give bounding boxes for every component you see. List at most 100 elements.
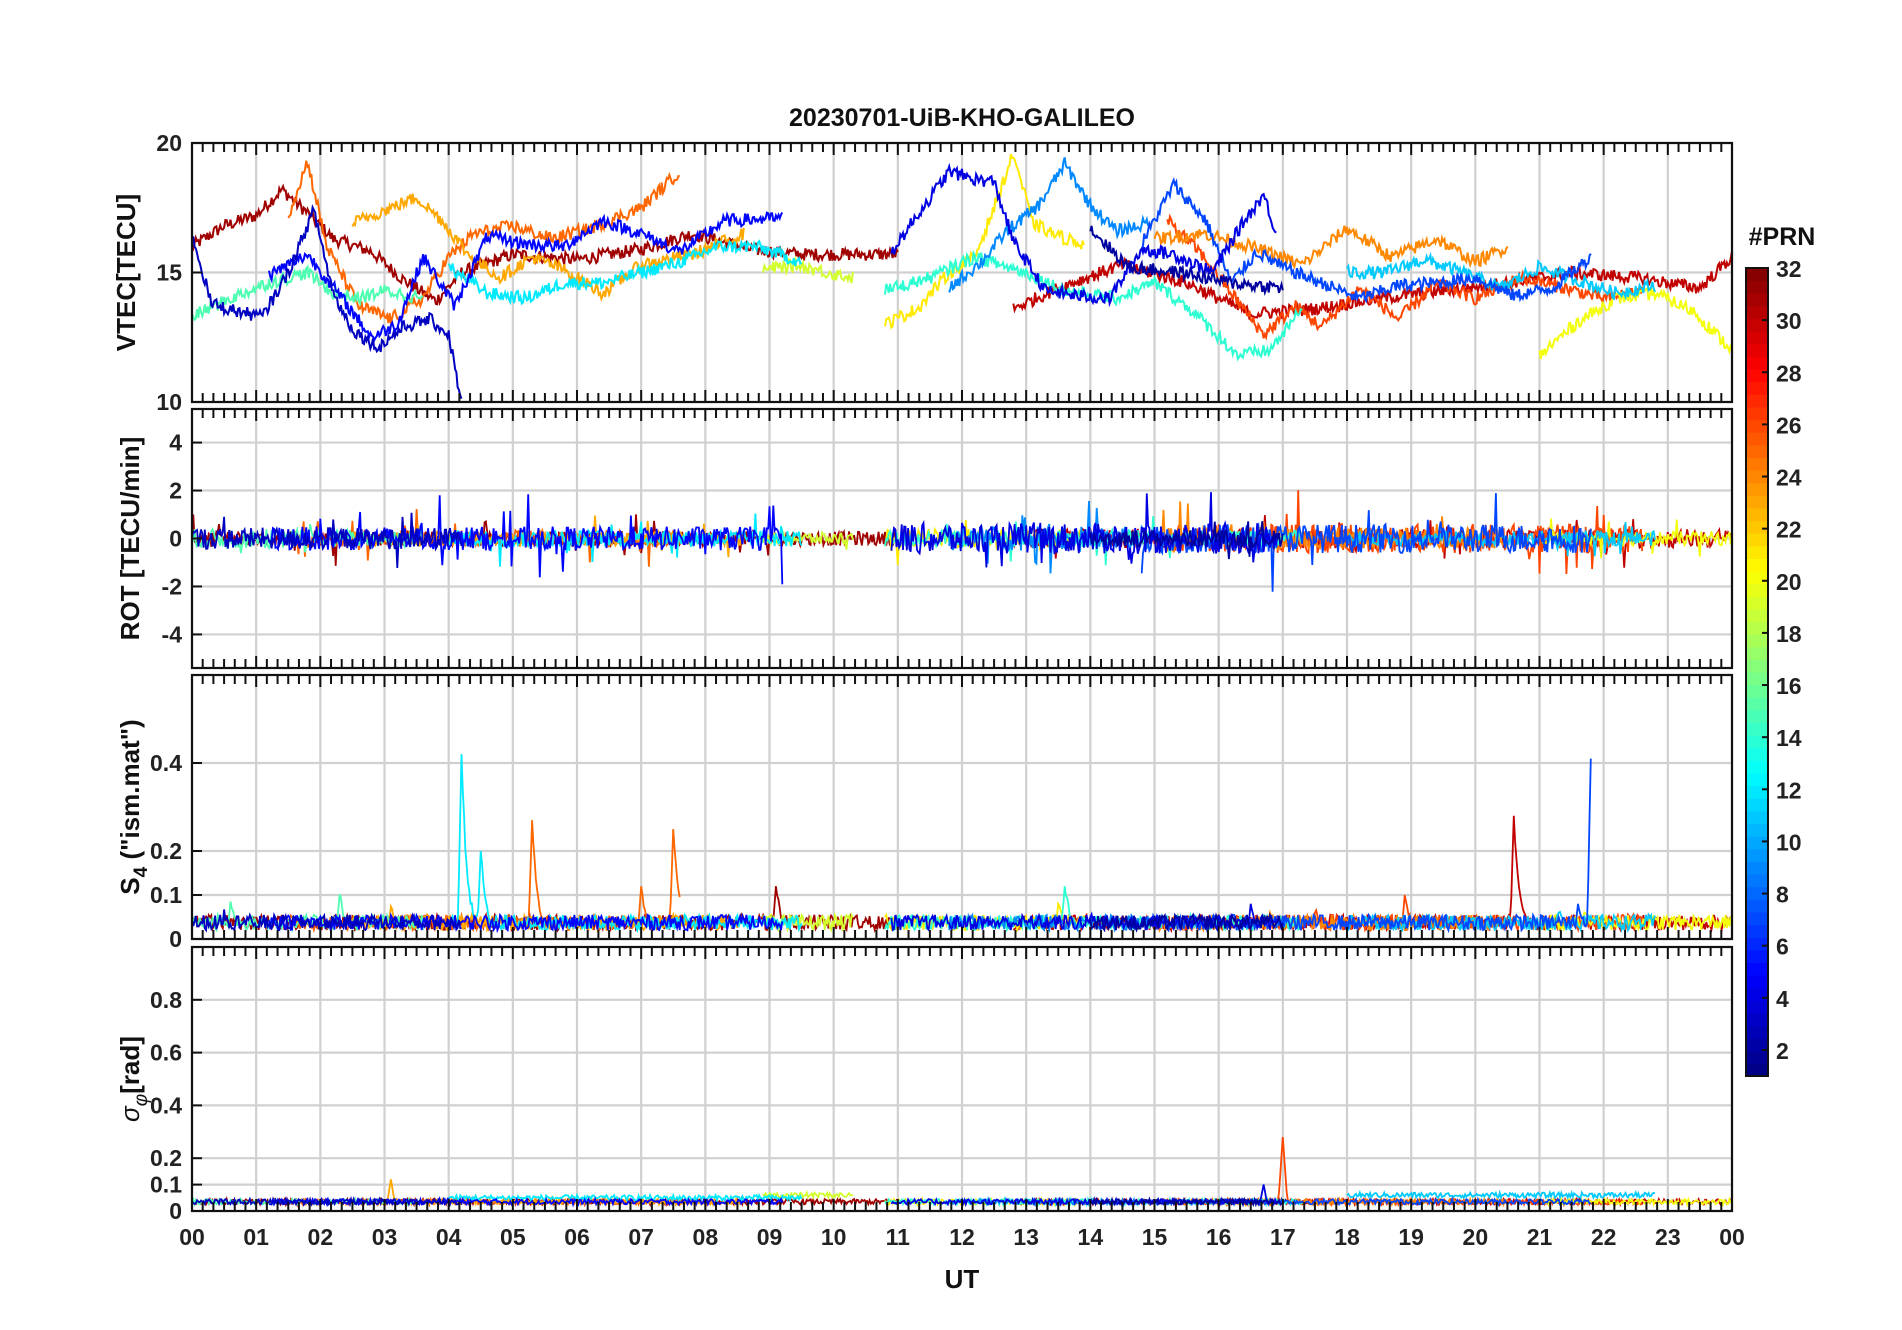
vtec-axes-frame xyxy=(190,141,1734,404)
rot-panel: -4 -2 0 2 4 ROT [TECU/min] xyxy=(115,407,1734,670)
prn-2-rot-line xyxy=(1089,521,1284,560)
colorbar-band xyxy=(1746,533,1768,547)
colorbar-band xyxy=(1746,634,1768,648)
prn-7-sigma-line xyxy=(1140,1196,1591,1208)
sigma-y-tick-label: 0.6 xyxy=(150,1040,182,1066)
x-tick-label: 18 xyxy=(1334,1224,1360,1250)
colorbar-band xyxy=(1746,369,1768,383)
colorbar-band xyxy=(1746,899,1768,913)
colorbar-band xyxy=(1746,911,1768,926)
colorbar-tick-label: 4 xyxy=(1776,986,1789,1012)
colorbar-band xyxy=(1746,810,1768,825)
colorbar-band xyxy=(1746,280,1768,294)
x-tick-label: 06 xyxy=(564,1224,590,1250)
s4-panel: 0 0.1 0.2 0.4 S4 ("ism.mat") xyxy=(115,673,1734,952)
prn-19-vtec-line xyxy=(762,255,854,285)
colorbar-band xyxy=(1746,444,1768,458)
x-tick-label: 17 xyxy=(1270,1224,1296,1250)
colorbar-tick-label: 28 xyxy=(1776,360,1802,386)
x-tick-label: 10 xyxy=(821,1224,847,1250)
s4-y-tick-label: 0.4 xyxy=(150,750,182,776)
vtec-y-tick-label: 15 xyxy=(156,260,182,286)
colorbar-band xyxy=(1746,773,1768,787)
colorbar-band xyxy=(1746,457,1768,471)
rot-y-tick-label: 0 xyxy=(169,526,182,552)
prn-12-sigma-line xyxy=(447,1192,803,1204)
colorbar-band xyxy=(1746,886,1768,900)
prn-2-s4-line xyxy=(1089,912,1284,933)
sigma-axis-label-sub: φ xyxy=(131,1094,152,1106)
s4-grid xyxy=(190,675,1734,941)
colorbar-band xyxy=(1746,1012,1768,1027)
colorbar-band xyxy=(1746,331,1768,345)
colorbar-band xyxy=(1746,381,1768,395)
x-axis-label: UT xyxy=(945,1264,980,1294)
colorbar-title: #PRN xyxy=(1749,223,1816,251)
vtec-grid xyxy=(190,141,1734,404)
colorbar-band xyxy=(1746,760,1768,774)
colorbar-band xyxy=(1746,470,1768,484)
x-tick-label: 22 xyxy=(1591,1224,1617,1250)
colorbar-tick-label: 12 xyxy=(1776,777,1802,803)
x-tick-label: 03 xyxy=(372,1224,398,1250)
sigma-grid xyxy=(190,947,1734,1213)
colorbar-band xyxy=(1746,356,1768,370)
colorbar-band xyxy=(1746,987,1768,1001)
colorbar-tick-label: 26 xyxy=(1776,412,1802,438)
colorbar-band xyxy=(1746,1025,1768,1039)
colorbar-band xyxy=(1746,571,1768,585)
colorbar-band xyxy=(1746,432,1768,446)
sigma-axis-label-suffix: [rad] xyxy=(115,1036,145,1094)
colorbar-band xyxy=(1746,684,1768,698)
colorbar-tick-label: 20 xyxy=(1776,569,1802,595)
sigma-y-tick-label: 0.4 xyxy=(150,1092,182,1118)
colorbar-band xyxy=(1746,482,1768,496)
x-tick-label: 05 xyxy=(500,1224,526,1250)
prn-3-rot-line xyxy=(192,512,463,568)
x-tick-label: 02 xyxy=(308,1224,334,1250)
x-tick-label: 14 xyxy=(1078,1224,1104,1250)
colorbar-band xyxy=(1746,848,1768,862)
rot-series-lines xyxy=(192,490,1732,592)
sigma-panel: 00.10.2 0.4 0.6 0.8 σφ[rad] xyxy=(115,945,1734,1224)
s4-axes-box xyxy=(190,673,1734,941)
sigma-y-tick-label: 0.2 xyxy=(150,1145,182,1171)
vtec-series-lines xyxy=(192,153,1732,399)
colorbar-band xyxy=(1746,861,1768,875)
x-tick-label: 21 xyxy=(1527,1224,1553,1250)
sigma-y-tick-label: 0.1 xyxy=(150,1172,182,1198)
sigma-axis-label: σφ[rad] xyxy=(115,1036,152,1122)
colorbar-band xyxy=(1746,558,1768,572)
prn-20-vtec-line xyxy=(1538,286,1732,360)
colorbar-tick-label: 16 xyxy=(1776,673,1802,699)
colorbar-band xyxy=(1746,343,1768,357)
s4-series-lines xyxy=(192,754,1732,934)
colorbar-bands xyxy=(1746,268,1768,1077)
colorbar-band xyxy=(1746,406,1768,421)
prn-15-rot-line xyxy=(192,524,424,554)
rot-y-tick-label: 4 xyxy=(169,430,182,456)
x-tick-label: 13 xyxy=(1013,1224,1039,1250)
s4-axis-label-main: S xyxy=(115,877,145,894)
rot-y-tick-label: -2 xyxy=(162,573,182,599)
prn-11-sigma-line xyxy=(1346,1189,1656,1201)
prn-4-rot-line xyxy=(890,492,1278,568)
colorbar-band xyxy=(1746,747,1768,761)
s4-y-tick-label: 0 xyxy=(169,926,182,952)
colorbar-band xyxy=(1746,621,1768,635)
s4-y-tick-label: 0.2 xyxy=(150,838,182,864)
colorbar-band xyxy=(1746,709,1768,724)
prn-15-vtec-line xyxy=(192,264,424,322)
colorbar-band xyxy=(1746,659,1768,673)
x-tick-label: 19 xyxy=(1398,1224,1424,1250)
colorbar-tick-label: 32 xyxy=(1776,256,1802,282)
sigma-axis-label-main: σ xyxy=(115,1105,145,1122)
x-tick-labels: 00 01 02 03 04 05 06 07 08 09 10 11 12 13 14 15 16 17 18 19… xyxy=(179,1224,1745,1250)
colorbar-tick-label: 10 xyxy=(1776,829,1802,855)
colorbar-tick-label: 18 xyxy=(1776,621,1802,647)
x-tick-label: 20 xyxy=(1463,1224,1489,1250)
colorbar-band xyxy=(1746,975,1768,989)
sigma-y-tick-label: 0 xyxy=(169,1198,182,1224)
vtec-y-tick-labels: 10 15 20 xyxy=(156,130,182,415)
